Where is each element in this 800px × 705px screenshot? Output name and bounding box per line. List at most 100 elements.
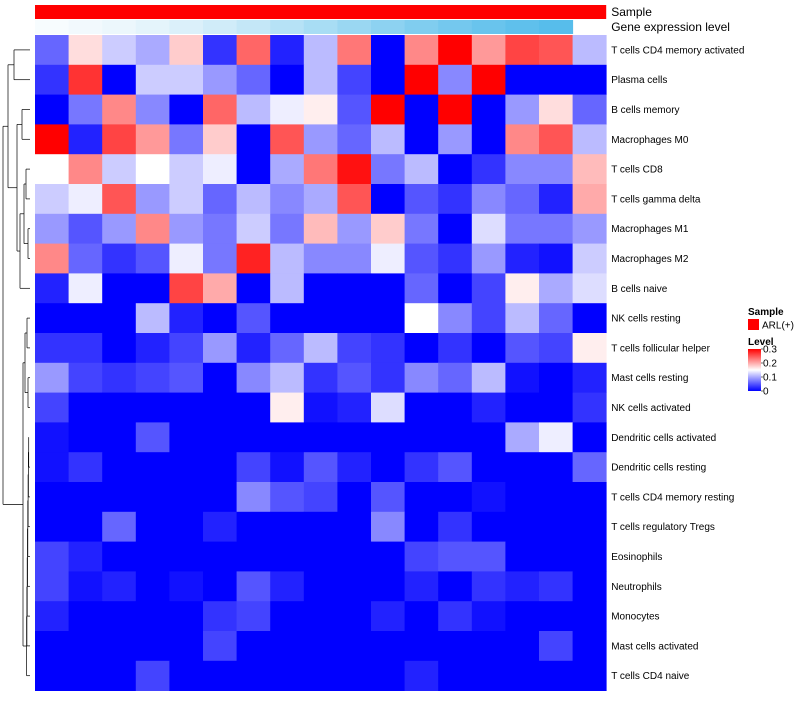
heatmap-cell bbox=[303, 541, 338, 572]
heatmap-cell bbox=[505, 362, 540, 393]
heatmap-cell bbox=[135, 392, 170, 423]
heatmap-cell bbox=[404, 243, 439, 274]
heatmap-cell bbox=[135, 94, 170, 125]
heatmap-cell bbox=[68, 154, 103, 185]
heatmap-cell bbox=[303, 571, 338, 602]
heatmap-cell bbox=[203, 482, 237, 513]
gene-annotation-cell bbox=[236, 20, 271, 34]
heatmap-cell bbox=[404, 482, 439, 513]
heatmap-cell bbox=[35, 303, 69, 334]
heatmap-cell bbox=[572, 660, 607, 691]
heatmap-cell bbox=[270, 482, 305, 513]
heatmap-cell bbox=[471, 213, 506, 244]
heatmap-cell bbox=[404, 631, 439, 662]
gene-annotation-cell bbox=[68, 20, 103, 34]
heatmap-cell bbox=[505, 154, 540, 185]
heatmap-cell bbox=[303, 392, 338, 423]
gene-annotation-cell bbox=[203, 20, 238, 34]
heatmap-cell bbox=[404, 303, 439, 334]
heatmap-cell bbox=[404, 333, 439, 364]
heatmap-cell bbox=[68, 541, 103, 572]
heatmap-cell bbox=[438, 64, 473, 95]
heatmap-cell bbox=[337, 511, 372, 542]
heatmap-cell bbox=[471, 482, 506, 513]
row-label: B cells naive bbox=[611, 284, 668, 295]
heatmap-cell bbox=[337, 571, 372, 602]
heatmap-cell bbox=[135, 154, 170, 185]
heatmap-cell bbox=[471, 571, 506, 602]
heatmap-cell bbox=[438, 392, 473, 423]
heatmap-cell bbox=[35, 422, 69, 453]
heatmap-cell bbox=[539, 64, 573, 95]
heatmap-cell bbox=[203, 64, 237, 95]
heatmap-cell bbox=[404, 392, 439, 423]
heatmap-cell bbox=[35, 333, 69, 364]
gene-annotation-cell bbox=[270, 20, 305, 34]
heatmap-cell bbox=[35, 273, 69, 304]
heatmap-cell bbox=[135, 243, 170, 274]
heatmap-cell bbox=[371, 511, 405, 542]
heatmap-cell bbox=[236, 482, 271, 513]
heatmap-cell bbox=[572, 154, 607, 185]
heatmap-cell bbox=[572, 392, 607, 423]
heatmap-cell bbox=[102, 601, 137, 632]
heatmap-cell bbox=[203, 333, 237, 364]
heatmap-cell bbox=[471, 124, 506, 155]
heatmap-cell bbox=[337, 64, 372, 95]
heatmap-cell bbox=[102, 35, 137, 66]
row-label: T cells gamma delta bbox=[611, 194, 701, 205]
heatmap-cell bbox=[337, 273, 372, 304]
heatmap-cell bbox=[303, 94, 338, 125]
heatmap-cell bbox=[303, 303, 338, 334]
heatmap-cell bbox=[572, 124, 607, 155]
heatmap-cell bbox=[572, 631, 607, 662]
heatmap-cell bbox=[236, 660, 271, 691]
heatmap-cell bbox=[169, 601, 204, 632]
gene-annotation-cell bbox=[438, 20, 473, 34]
heatmap-cell bbox=[471, 362, 506, 393]
heatmap-cell bbox=[270, 601, 305, 632]
heatmap-cell bbox=[102, 94, 137, 125]
heatmap-cell bbox=[505, 422, 540, 453]
heatmap-cell bbox=[371, 243, 405, 274]
heatmap-cell bbox=[337, 452, 372, 483]
heatmap-cell bbox=[102, 631, 137, 662]
legend: Sample ARL(+) Level 0.3 0.2 0.1 0 bbox=[748, 307, 794, 398]
heatmap-cell bbox=[572, 35, 607, 66]
heatmap-cell bbox=[371, 571, 405, 602]
heatmap-cell bbox=[505, 660, 540, 691]
row-label: Dendritic cells activated bbox=[611, 433, 716, 444]
heatmap-cell bbox=[303, 601, 338, 632]
heatmap-cell bbox=[68, 511, 103, 542]
gene-annotation-cell bbox=[539, 20, 574, 34]
heatmap-cell bbox=[371, 64, 405, 95]
heatmap-cell bbox=[539, 184, 573, 215]
heatmap-cell bbox=[35, 124, 69, 155]
heatmap-cell bbox=[68, 243, 103, 274]
heatmap-cell bbox=[539, 35, 573, 66]
heatmap-cell bbox=[35, 184, 69, 215]
heatmap-cell bbox=[102, 392, 137, 423]
heatmap-cell bbox=[438, 362, 473, 393]
heatmap-cell bbox=[236, 452, 271, 483]
heatmap-cell bbox=[471, 511, 506, 542]
heatmap-cell bbox=[169, 541, 204, 572]
heatmap-cell bbox=[102, 482, 137, 513]
heatmap-cell bbox=[371, 601, 405, 632]
heatmap-cell bbox=[572, 273, 607, 304]
heatmap-cell bbox=[135, 64, 170, 95]
heatmap-cell bbox=[438, 154, 473, 185]
heatmap-cell bbox=[68, 660, 103, 691]
heatmap-cell bbox=[169, 94, 204, 125]
heatmap-cell bbox=[169, 362, 204, 393]
heatmap-cell bbox=[371, 154, 405, 185]
heatmap-cell bbox=[203, 94, 237, 125]
heatmap-cell bbox=[35, 571, 69, 602]
heatmap-cell bbox=[438, 541, 473, 572]
heatmap-cell bbox=[102, 243, 137, 274]
heatmap-cell bbox=[572, 333, 607, 364]
gene-annotation-cell bbox=[169, 20, 204, 34]
heatmap-cell bbox=[236, 243, 271, 274]
heatmap-cell bbox=[102, 303, 137, 334]
heatmap-cell bbox=[135, 452, 170, 483]
